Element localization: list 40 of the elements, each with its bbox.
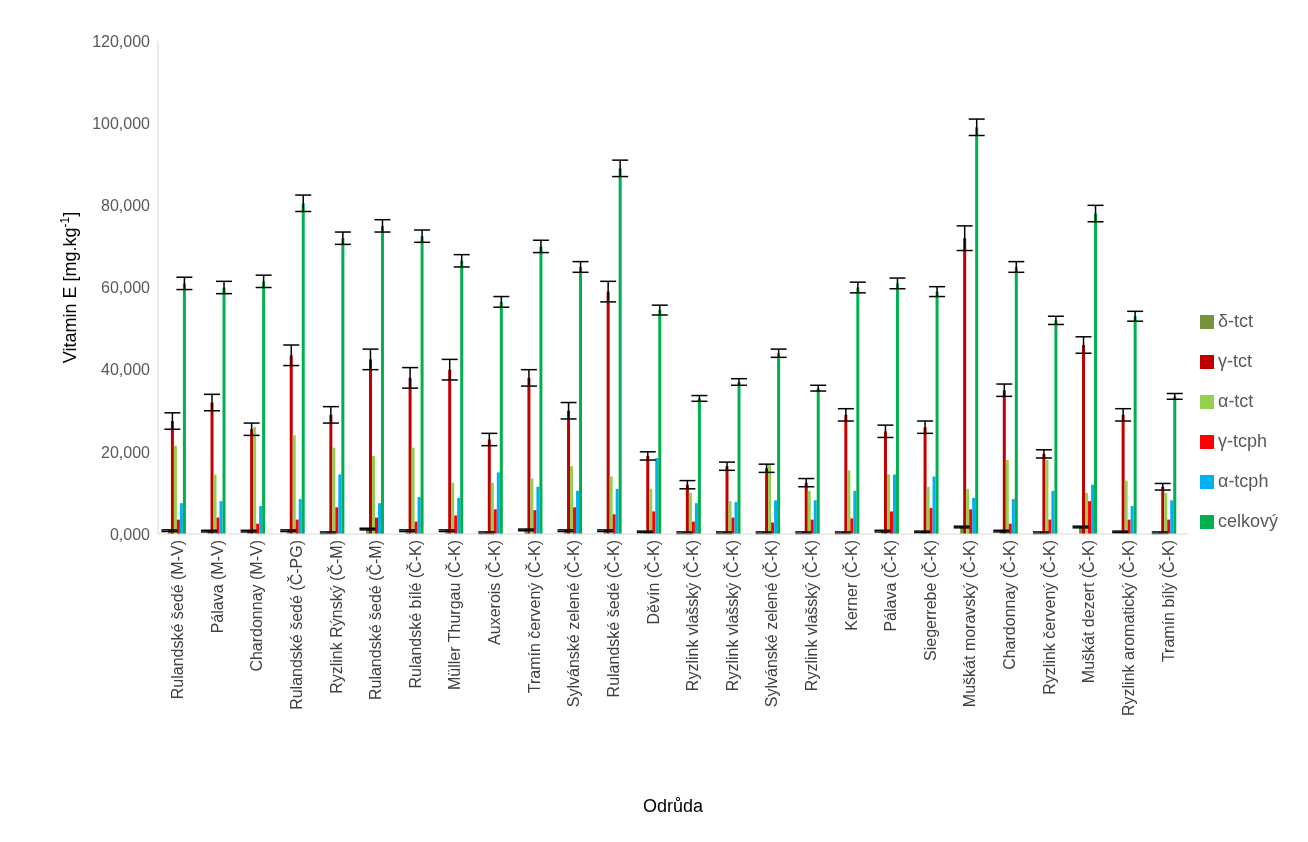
x-tick-label: Müller Thurgau (Č-K) [445, 540, 464, 690]
y-tick-label: 100,000 [92, 114, 151, 132]
y-tick-label: 40,000 [101, 361, 151, 379]
legend-label: α-tcph [1217, 471, 1269, 491]
y-tick-label: 60,000 [101, 279, 151, 297]
legend-label: α-tct [1217, 391, 1254, 411]
x-tick-label: Děvín (Č-K) [643, 540, 662, 625]
legend-label: γ-tcph [1217, 431, 1267, 451]
x-tick-label: Kerner (Č-K) [841, 540, 860, 631]
x-tick-label: Tramín bílý (Č-K) [1158, 540, 1177, 663]
x-tick-label: Ryzlink vlašský (Č-K) [801, 540, 820, 692]
x-tick-label: Sylvánské zelené (Č-K) [762, 540, 781, 708]
x-axis-title: Odrůda [642, 796, 704, 816]
x-tick-label: Rulandské bílé (Č-K) [405, 540, 424, 689]
x-tick-label: Chardonnay (Č-K) [1000, 540, 1019, 670]
x-tick-label: Tramín červený (Č-K) [524, 540, 543, 694]
x-tick-label: Rulandské šedé (Č-PG) [287, 540, 306, 710]
x-tick-label: Muškát dezert (Č-K) [1079, 540, 1098, 684]
x-tick-label: Ryzlink Rýnský (Č-M) [326, 540, 345, 694]
legend-label: celkový [1217, 511, 1278, 531]
x-tick-label: Pálava (M-V) [208, 540, 226, 634]
x-tick-label: Rulandské šedé (M-V) [169, 540, 187, 700]
x-tick-label: Sylvánské zelené (Č-K) [564, 540, 583, 708]
legend-label: δ-tct [1217, 311, 1253, 331]
x-tick-label: Chardonnay (M-V) [248, 540, 266, 672]
x-tick-label: Ryzlink aromatický (Č-K) [1118, 540, 1137, 717]
y-tick-label: 20,000 [101, 443, 151, 461]
y-tick-label: 80,000 [101, 197, 151, 215]
y-tick-label: 0,000 [109, 525, 151, 543]
x-tick-label: Auxerois (Č-K) [485, 540, 504, 645]
x-tick-label: Rulandské šedé (Č-K) [603, 540, 622, 698]
x-tick-label: Ryzlink červený (Č-K) [1039, 540, 1058, 695]
x-tick-label: Rulandské šedé (Č-M) [366, 540, 385, 701]
x-tick-label: Pálava (Č-K) [881, 540, 900, 632]
y-tick-label: 120,000 [92, 32, 151, 50]
x-tick-label: Ryzlink vlašský (Č-K) [722, 540, 741, 692]
legend-label: γ-tct [1217, 351, 1252, 371]
x-tick-label: Siegerrebe (Č-K) [920, 540, 939, 661]
x-tick-label: Ryzlink vlašský (Č-K) [683, 540, 702, 692]
x-tick-label: Muškát moravský (Č-K) [960, 540, 979, 708]
